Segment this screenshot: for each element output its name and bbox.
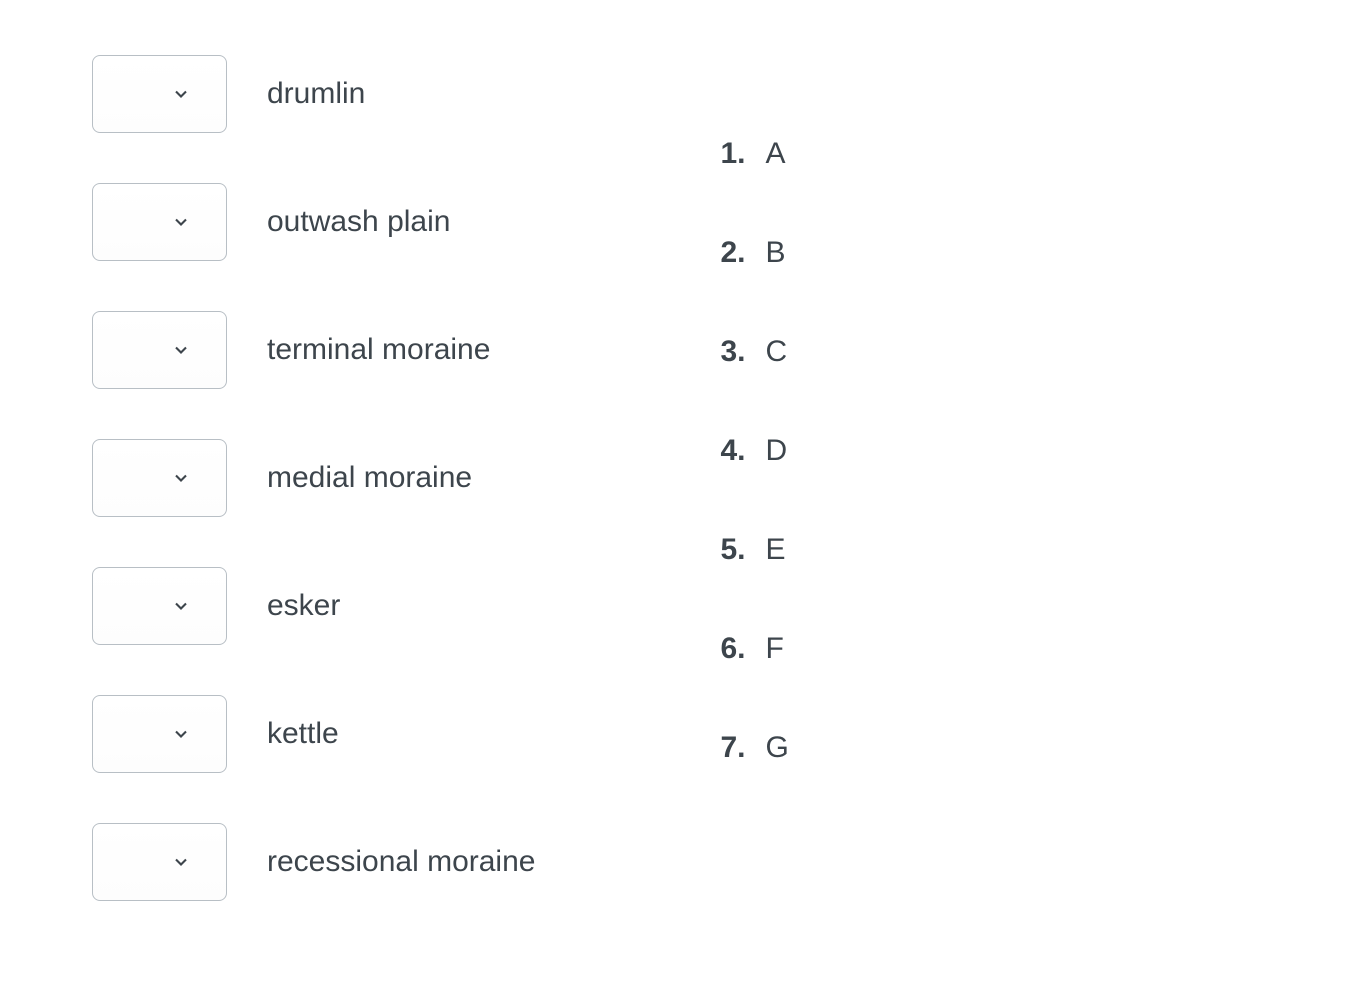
chevron-down-icon <box>171 468 191 488</box>
term-label: terminal moraine <box>267 333 490 367</box>
matching-question: drumlin outwash plain terminal moraine m… <box>92 55 1362 901</box>
answer-letter: F <box>765 632 783 666</box>
chevron-down-icon <box>171 340 191 360</box>
match-row: recessional moraine <box>92 823 535 901</box>
match-row: drumlin <box>92 55 535 133</box>
term-label: outwash plain <box>267 205 450 239</box>
chevron-down-icon <box>171 84 191 104</box>
chevron-down-icon <box>171 596 191 616</box>
answer-dropdown-7[interactable] <box>92 823 227 901</box>
answer-number: 3. <box>715 335 745 369</box>
answer-number: 6. <box>715 632 745 666</box>
answer-dropdown-1[interactable] <box>92 55 227 133</box>
answer-row: 4. D <box>715 434 788 468</box>
match-row: terminal moraine <box>92 311 535 389</box>
answer-number: 5. <box>715 533 745 567</box>
answer-letter: D <box>765 434 787 468</box>
term-label: medial moraine <box>267 461 472 495</box>
answer-dropdown-3[interactable] <box>92 311 227 389</box>
answer-letter: G <box>765 731 788 765</box>
answer-letter: B <box>765 236 785 270</box>
answer-dropdown-6[interactable] <box>92 695 227 773</box>
chevron-down-icon <box>171 724 191 744</box>
match-row: kettle <box>92 695 535 773</box>
chevron-down-icon <box>171 852 191 872</box>
answer-number: 7. <box>715 731 745 765</box>
answer-letter: E <box>765 533 785 567</box>
term-label: drumlin <box>267 77 365 111</box>
match-row: esker <box>92 567 535 645</box>
match-row: medial moraine <box>92 439 535 517</box>
answer-row: 5. E <box>715 533 788 567</box>
answer-number: 1. <box>715 137 745 171</box>
term-label: kettle <box>267 717 339 751</box>
chevron-down-icon <box>171 212 191 232</box>
answer-letter: A <box>765 137 785 171</box>
answer-dropdown-4[interactable] <box>92 439 227 517</box>
term-label: recessional moraine <box>267 845 535 879</box>
answer-row: 2. B <box>715 236 788 270</box>
term-label: esker <box>267 589 340 623</box>
answers-column: 1. A 2. B 3. C 4. D 5. E 6. F 7. G <box>715 55 788 901</box>
answer-letter: C <box>765 335 787 369</box>
answer-dropdown-2[interactable] <box>92 183 227 261</box>
answer-number: 4. <box>715 434 745 468</box>
answer-row: 3. C <box>715 335 788 369</box>
answer-number: 2. <box>715 236 745 270</box>
match-row: outwash plain <box>92 183 535 261</box>
answer-dropdown-5[interactable] <box>92 567 227 645</box>
answer-row: 7. G <box>715 731 788 765</box>
terms-column: drumlin outwash plain terminal moraine m… <box>92 55 535 901</box>
answer-row: 1. A <box>715 137 788 171</box>
answer-row: 6. F <box>715 632 788 666</box>
